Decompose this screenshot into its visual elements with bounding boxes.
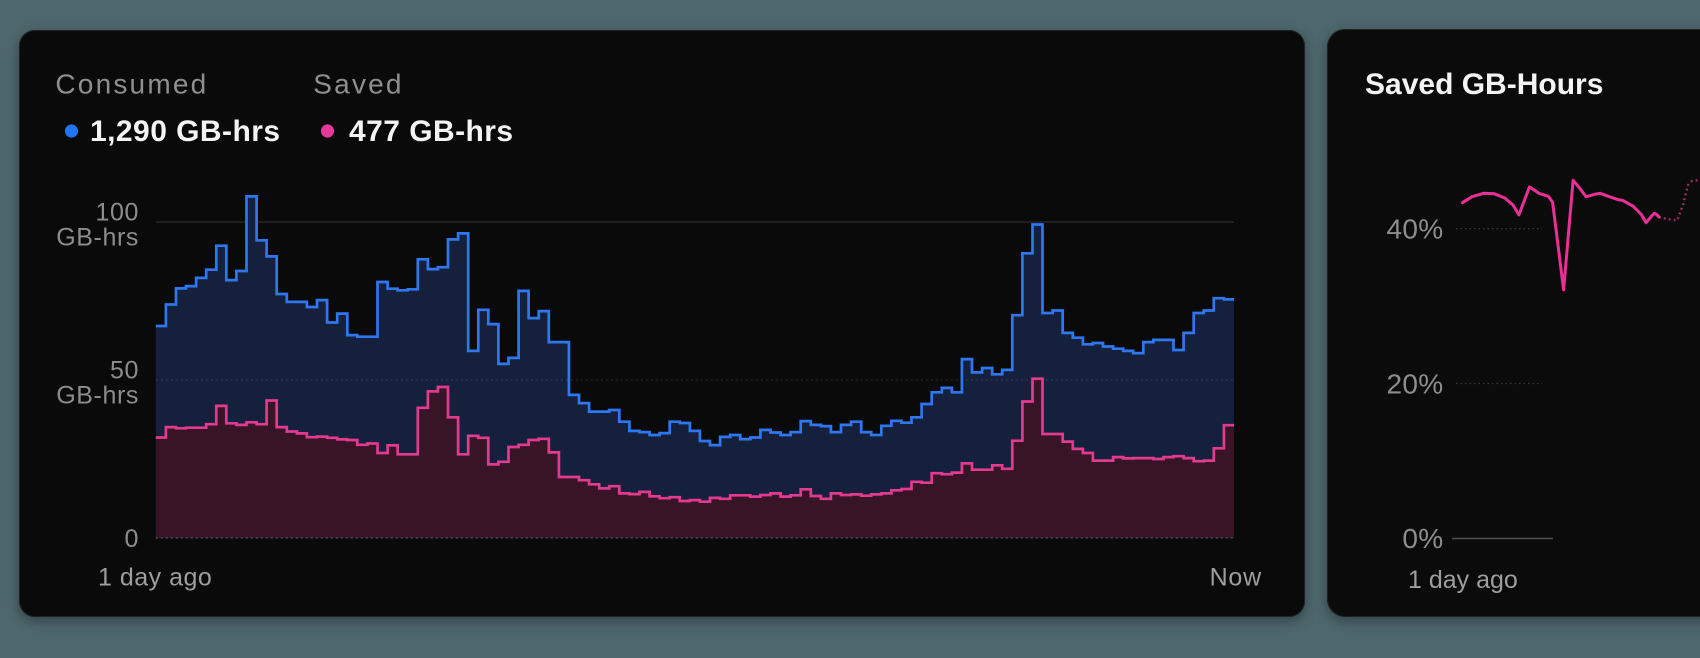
svg-text:477 GB-hrs: 477 GB-hrs bbox=[349, 115, 514, 148]
svg-text:Saved: Saved bbox=[313, 69, 403, 100]
svg-text:100: 100 bbox=[95, 199, 139, 227]
svg-text:1 day ago: 1 day ago bbox=[1408, 566, 1518, 594]
svg-text:0%: 0% bbox=[1402, 523, 1443, 554]
svg-text:1,290 GB-hrs: 1,290 GB-hrs bbox=[90, 115, 280, 148]
svg-text:50: 50 bbox=[110, 357, 139, 385]
svg-text:Consumed: Consumed bbox=[55, 69, 208, 100]
svg-text:0: 0 bbox=[124, 525, 139, 553]
svg-text:1 day ago: 1 day ago bbox=[98, 564, 212, 592]
svg-text:GB-hrs: GB-hrs bbox=[56, 382, 139, 410]
svg-text:40%: 40% bbox=[1387, 213, 1444, 244]
svg-text:Saved GB-Hours: Saved GB-Hours bbox=[1365, 68, 1603, 101]
svg-text:GB-hrs: GB-hrs bbox=[56, 224, 139, 252]
svg-text:Now: Now bbox=[1210, 564, 1263, 592]
svg-text:20%: 20% bbox=[1387, 368, 1444, 399]
